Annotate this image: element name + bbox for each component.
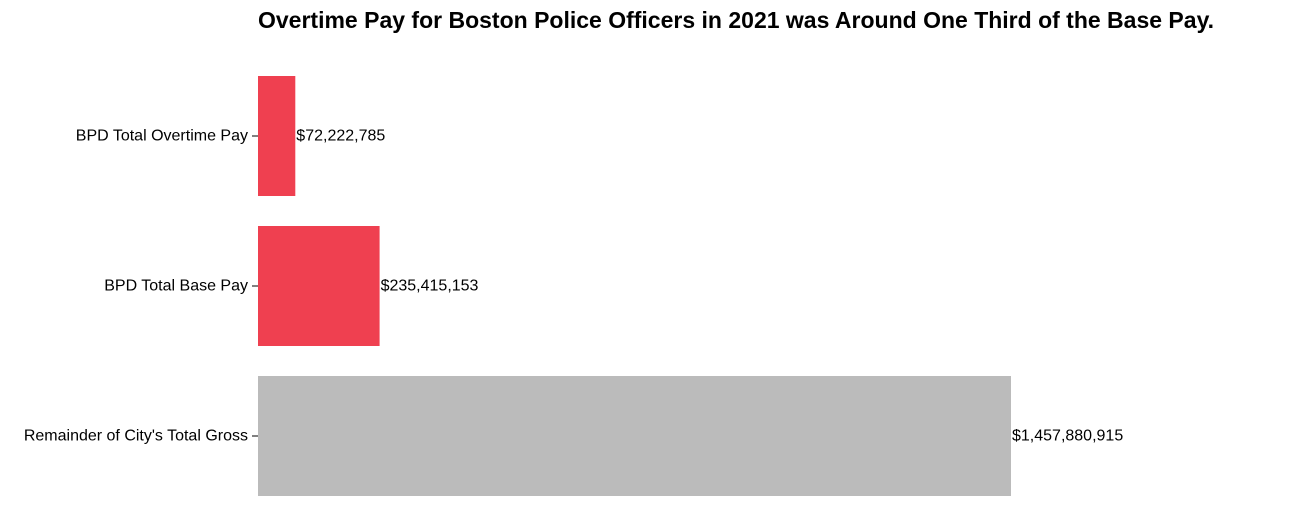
bar — [258, 226, 380, 346]
bar — [258, 376, 1011, 496]
bars-group: BPD Total Overtime Pay $72,222,785 BPD Tot… — [24, 76, 1123, 496]
bar — [258, 76, 296, 196]
y-tick-label: BPD Total Base Pay — [104, 278, 248, 295]
bar-value-label: $235,415,153 — [381, 278, 479, 295]
chart-title: Overtime Pay for Boston Police Officers … — [258, 7, 1215, 33]
y-tick-label: Remainder of City's Total Gross — [24, 428, 248, 445]
bar-value-label: $72,222,785 — [296, 128, 385, 145]
bar-value-label: $1,457,880,915 — [1012, 428, 1123, 445]
y-tick-label: BPD Total Overtime Pay — [76, 128, 248, 145]
